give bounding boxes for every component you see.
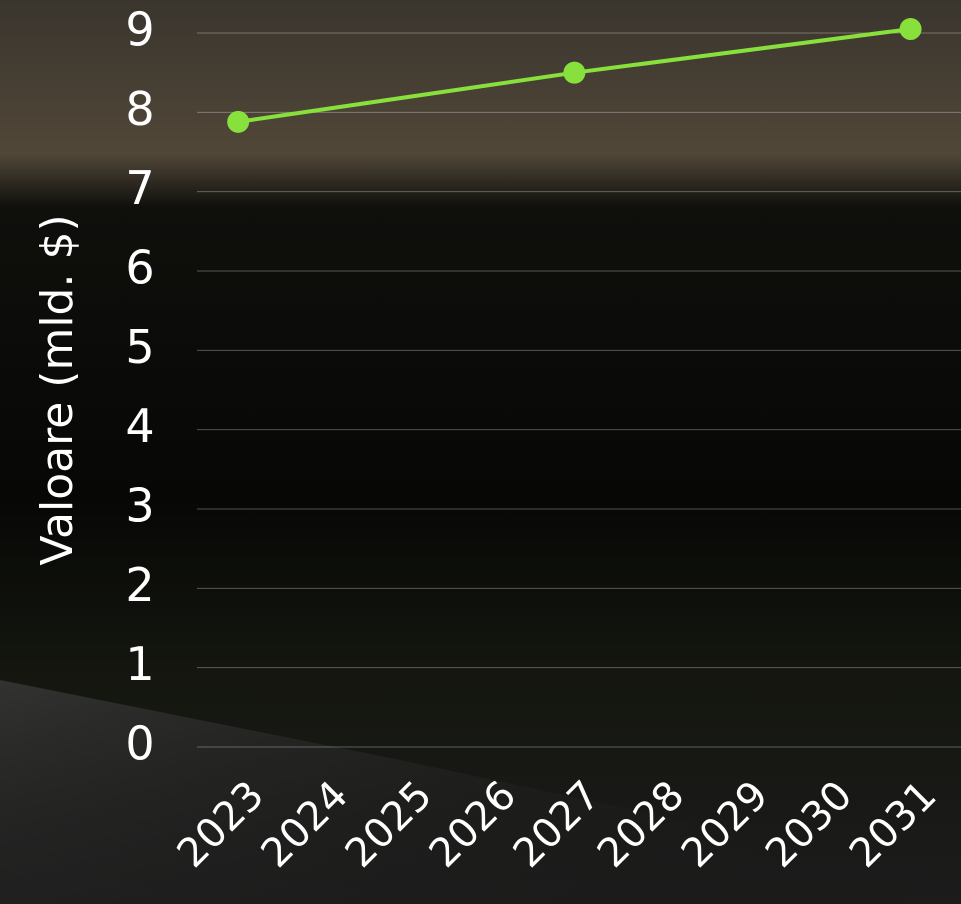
y-tick-label: 4 bbox=[125, 399, 154, 453]
point bbox=[900, 18, 922, 40]
point bbox=[227, 111, 249, 133]
y-tick-label: 9 bbox=[125, 3, 154, 57]
y-tick-label: 8 bbox=[125, 82, 154, 136]
y-tick-label: 1 bbox=[125, 637, 154, 691]
point bbox=[563, 62, 585, 84]
page: Valoare (mld. $) 01234567892023202420252… bbox=[0, 0, 961, 904]
y-tick-label: 7 bbox=[125, 161, 154, 215]
y-tick-label: 5 bbox=[125, 320, 154, 374]
y-tick-label: 0 bbox=[125, 717, 154, 771]
y-axis-label: Valoare (mld. $) bbox=[32, 214, 83, 565]
y-tick-label: 6 bbox=[125, 241, 154, 295]
chart: Valoare (mld. $) 01234567892023202420252… bbox=[0, 0, 961, 904]
y-tick-label: 3 bbox=[125, 479, 154, 533]
y-tick-label: 2 bbox=[125, 558, 154, 612]
